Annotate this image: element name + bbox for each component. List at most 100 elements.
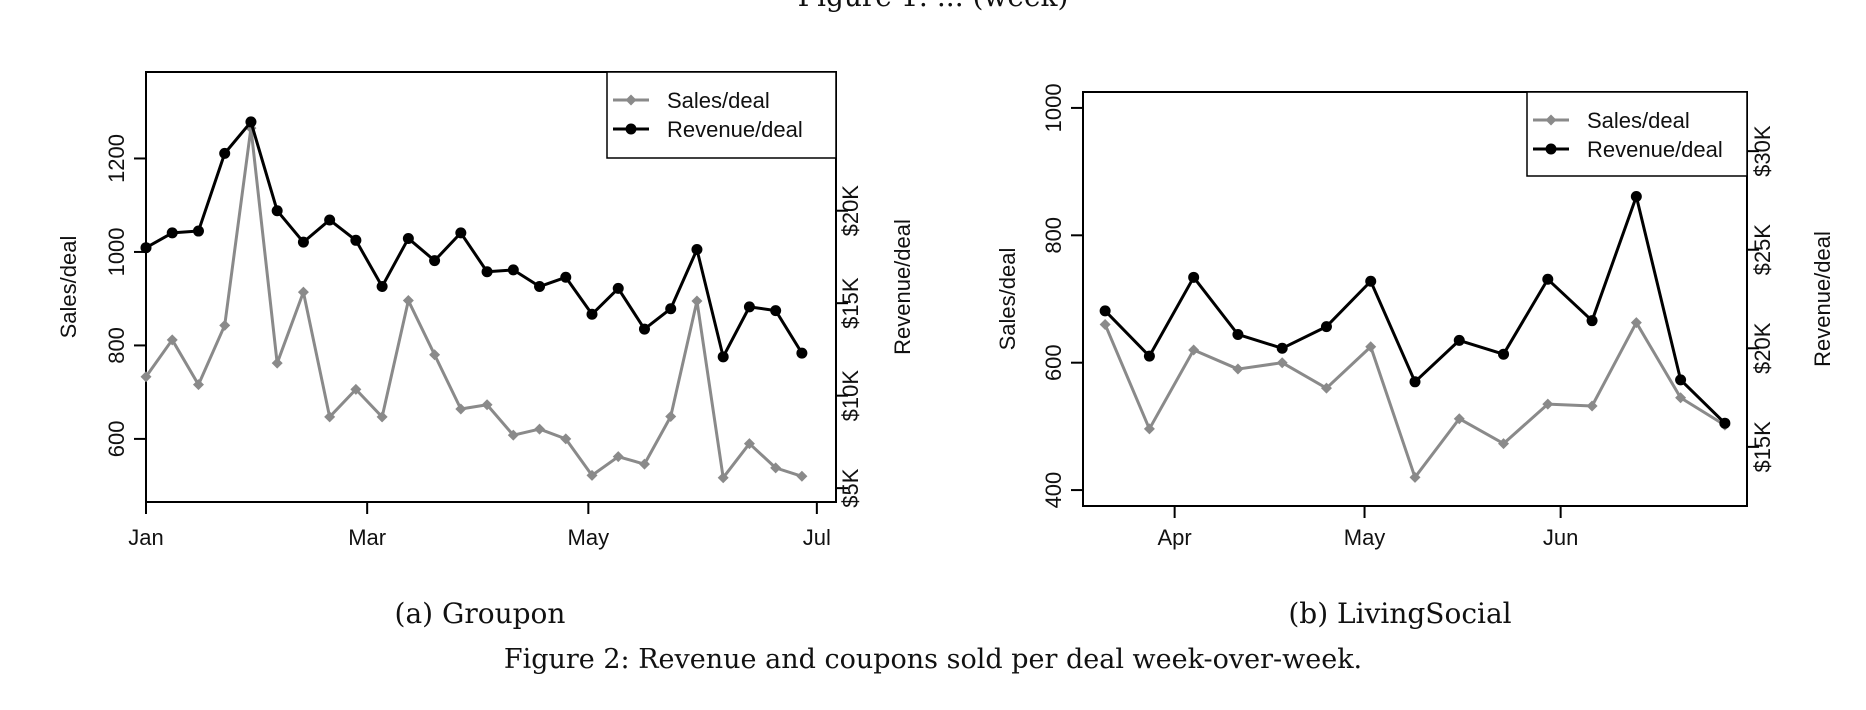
plot-frame [145,71,837,503]
sales-point [560,433,572,445]
revenue-point [1719,417,1731,429]
y-tick-label: 600 [104,421,129,458]
sales-point [1099,318,1111,330]
y2-tick-label: $20K [1750,322,1775,374]
sales-point [1630,317,1642,329]
revenue-point [1498,348,1510,360]
revenue-point [271,205,283,217]
legend-label: Revenue/deal [667,117,803,142]
x-tick-label: Jan [128,525,163,550]
sales-point [1276,357,1288,369]
y-tick-label: 1000 [104,227,129,276]
revenue-point [455,227,467,239]
legend-label: Sales/deal [667,88,770,113]
figure-caption: Figure 2: Revenue and coupons sold per d… [504,644,1362,675]
sales-point [271,357,283,369]
revenue-point [1143,350,1155,362]
sales-point [534,423,546,435]
revenue-point [1276,342,1288,354]
revenue-line [1104,194,1726,425]
sales-point [507,429,519,441]
revenue-point [1099,305,1111,317]
sales-point [429,349,441,361]
y2-tick-label: $10K [838,370,863,422]
revenue-point [166,227,178,239]
y2-tick-label: $25K [1750,224,1775,276]
sales-point [455,403,467,415]
revenue-point [1453,334,1465,346]
sales-point [1409,471,1421,483]
revenue-point [219,147,231,159]
subcaption-groupon: (a) Groupon [395,597,566,630]
legend-swatch-circle [625,123,637,135]
revenue-point [376,281,388,293]
revenue-point [245,116,257,128]
y-axis-title: Sales/deal [995,248,1020,351]
sales-point [324,411,336,423]
sales-point [1498,438,1510,450]
y-tick-label: 800 [1041,217,1066,254]
y-axis-title: Sales/deal [56,236,81,339]
revenue-point [1365,275,1377,287]
revenue-point [140,242,152,254]
x-tick-label: May [568,525,610,550]
sales-point [1675,392,1687,404]
sales-point [376,411,388,423]
revenue-point [1675,374,1687,386]
top-caption-fragment: Figure 1: ... (week) [798,0,1069,13]
sales-point [192,379,204,391]
revenue-point [1542,273,1554,285]
y2-axis-title: Revenue/deal [1810,231,1835,367]
y-tick-label: 1000 [1041,83,1066,132]
sales-point [402,295,414,307]
sales-point [350,383,362,395]
sales-point [665,410,677,422]
legend-box [606,71,837,159]
y2-tick-label: $5K [838,468,863,507]
revenue-point [350,234,362,246]
y2-tick-label: $30K [1750,125,1775,177]
revenue-point [638,323,650,335]
x-tick-label: May [1344,525,1386,550]
sales-point [481,399,493,411]
revenue-point [324,214,336,226]
sales-point [691,295,703,307]
sales-point [1232,363,1244,375]
x-tick-label: Jun [1543,525,1578,550]
sales-line [144,126,803,480]
sales-line [1103,321,1726,479]
legend-swatch-circle [1545,143,1557,155]
sales-point [1365,341,1377,353]
y2-tick-label: $15K [838,277,863,329]
revenue-point [534,281,546,293]
revenue-point [1586,315,1598,327]
sales-point [1143,423,1155,435]
sales-point [612,451,624,463]
legend-swatch-diamond [1545,114,1557,126]
sales-point [743,438,755,450]
revenue-point [743,301,755,313]
sales-point [1542,398,1554,410]
revenue-point [586,308,598,320]
sales-point [796,470,808,482]
legend-box [1526,91,1748,177]
revenue-point [1188,271,1200,283]
livingsocial-chart: Apr May Jun 400 600 800 1000 $15K $20K $25K $30K Sa… [995,83,1835,550]
sales-point [1586,400,1598,412]
revenue-point [717,351,729,363]
sales-point [297,286,309,298]
legend-label: Revenue/deal [1587,137,1723,162]
y2-tick-label: $15K [1750,421,1775,473]
revenue-line [145,120,804,359]
subcaption-livingsocial: (b) LivingSocial [1288,597,1511,630]
y-tick-label: 1200 [104,134,129,183]
sales-point [219,319,231,331]
revenue-point [1232,328,1244,340]
revenue-point [297,236,309,248]
revenue-point [665,303,677,315]
y2-axis-title: Revenue/deal [890,219,915,355]
sales-point [717,472,729,484]
revenue-point [560,271,572,283]
revenue-point [481,266,493,278]
sales-point [1320,382,1332,394]
